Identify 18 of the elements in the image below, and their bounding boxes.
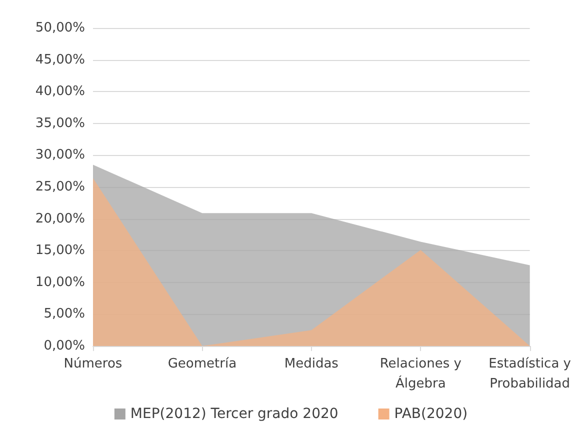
y-tick-label: 5,00%: [44, 306, 85, 322]
legend-label: MEP(2012) Tercer grado 2020: [130, 406, 338, 422]
y-tick-label: 35,00%: [35, 116, 85, 131]
y-tick-label: 40,00%: [35, 84, 85, 100]
y-tick-label: 15,00%: [35, 243, 85, 258]
x-tick-label: Relaciones y Álgebra: [380, 356, 462, 392]
y-tick-label: 20,00%: [35, 211, 85, 226]
x-tick-label: Geometría: [168, 356, 237, 372]
x-tick-label: Medidas: [284, 356, 339, 372]
y-tick-label: 10,00%: [35, 274, 85, 290]
x-tick-label: Estadística y Probabilidad: [488, 356, 572, 392]
y-tick-label: 50,00%: [35, 20, 85, 36]
y-tick-label: 25,00%: [35, 180, 85, 194]
y-tick-label: 30,00%: [35, 148, 85, 163]
legend-label: PAB(2020): [394, 406, 468, 422]
y-tick-label: 45,00%: [35, 52, 85, 68]
y-tick-label: 0,00%: [44, 338, 85, 354]
x-tick-label: Números: [64, 356, 122, 372]
